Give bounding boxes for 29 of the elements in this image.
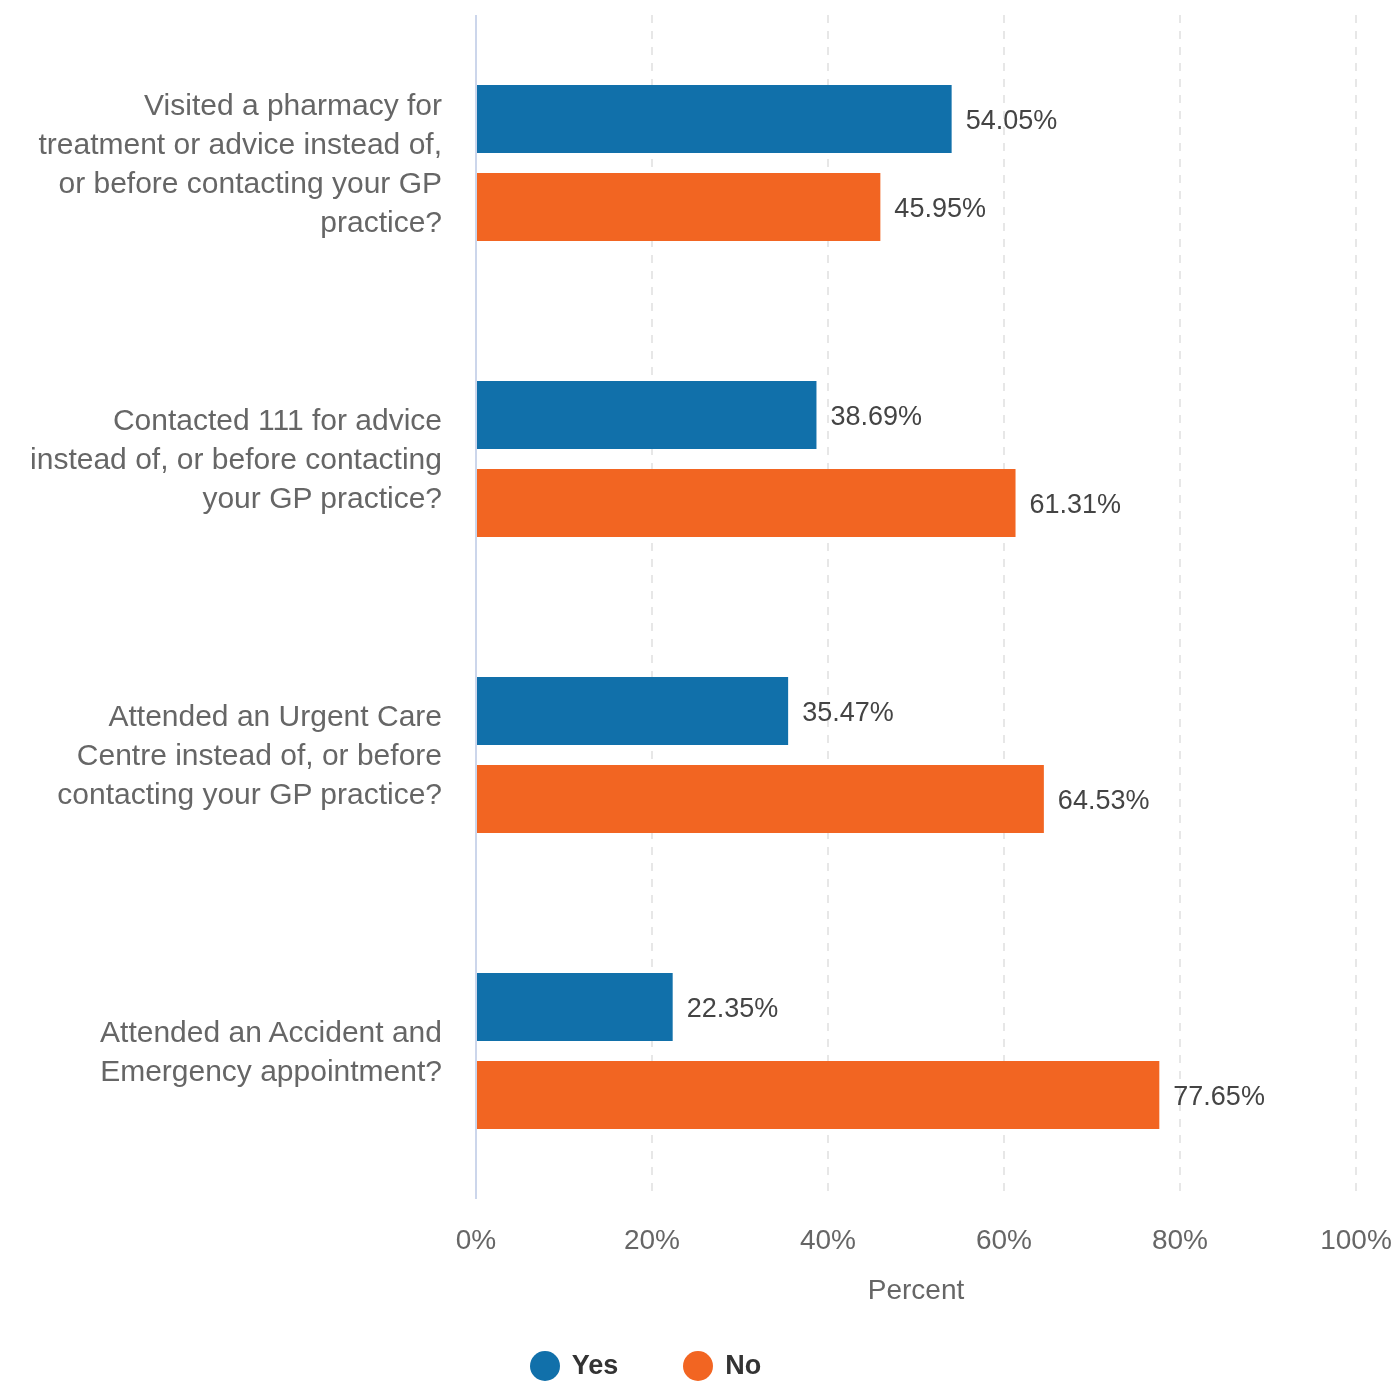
bar: [476, 85, 952, 153]
y-tick-label: Attended an Accident and Emergency appointment?: [100, 1014, 442, 1087]
data-label: 35.47%: [802, 696, 894, 727]
x-tick-label: 20%: [623, 1223, 681, 1255]
data-label: 38.69%: [830, 400, 923, 431]
data-label: 22.35%: [686, 992, 779, 1023]
data-label: 54.05%: [965, 104, 1058, 135]
bar: [476, 765, 1044, 833]
x-tick-label: 80%: [1151, 1223, 1209, 1255]
y-tick-label: Attended an Urgent Care Centre instead of, or before contacting your GP practice?: [57, 699, 442, 810]
bar: [476, 1061, 1160, 1129]
legend-label: No: [725, 1350, 762, 1380]
x-tick-label: 0%: [455, 1223, 497, 1255]
bar: [476, 469, 1016, 537]
x-tick-label: 100%: [1320, 1223, 1392, 1255]
data-label: 61.31%: [1029, 488, 1122, 519]
bar: [476, 973, 673, 1041]
data-label: 45.95%: [894, 192, 986, 223]
y-tick-label: Visited a pharmacy for treatment or advice instead of, or before contacting your GP practice?: [38, 87, 443, 238]
data-label: 64.53%: [1057, 784, 1150, 815]
bar: [476, 381, 817, 449]
y-tick-label: Contacted 111 for advice instead of, or before contacting your GP practice?: [30, 403, 442, 514]
x-tick-label: 60%: [975, 1223, 1033, 1255]
bar: [476, 173, 881, 241]
legend-label: Yes: [571, 1350, 619, 1380]
x-tick-label: 40%: [799, 1223, 857, 1255]
bar: [476, 677, 789, 745]
data-label: 77.65%: [1173, 1080, 1265, 1111]
x-axis-title: Percent: [867, 1274, 965, 1305]
